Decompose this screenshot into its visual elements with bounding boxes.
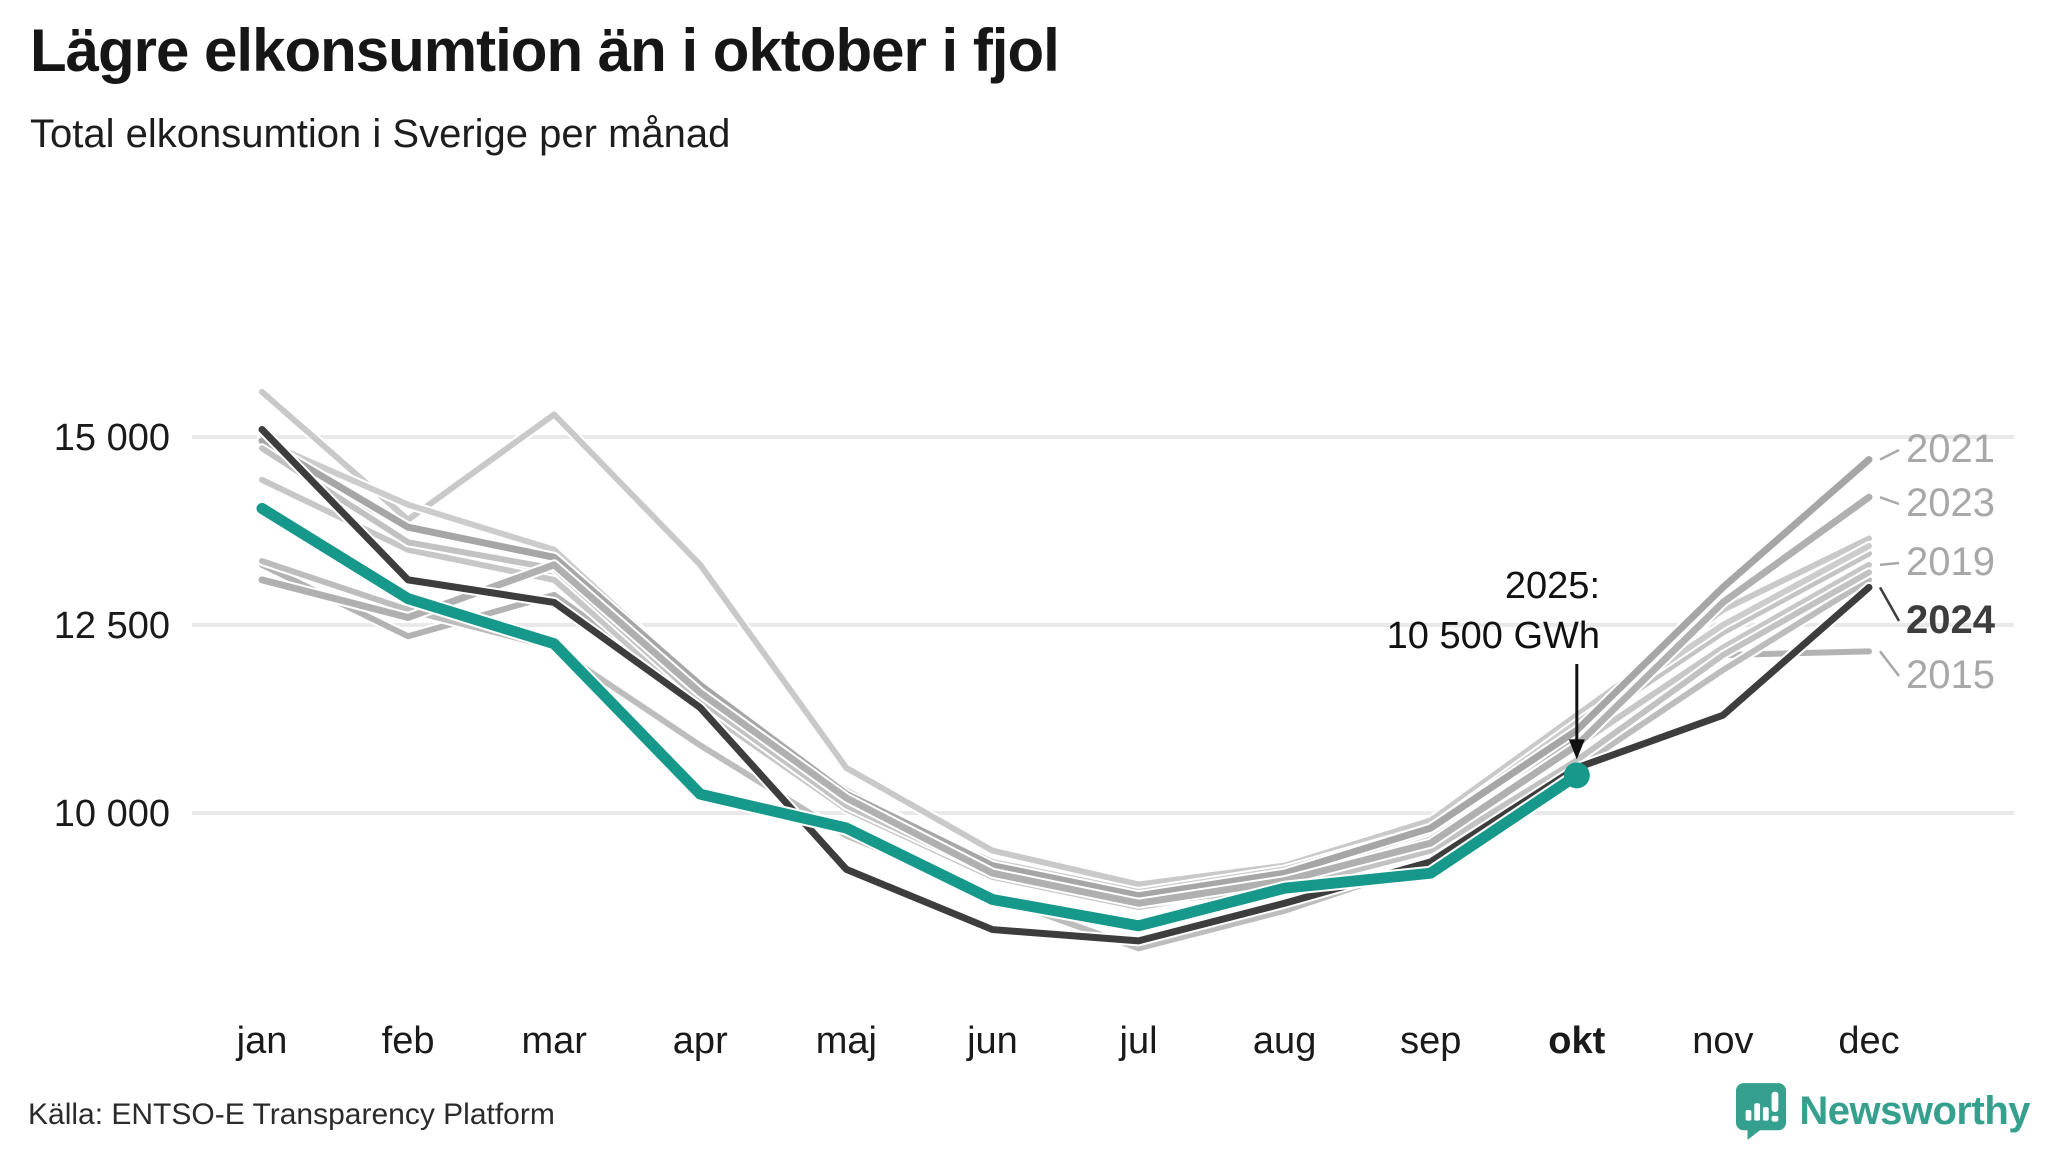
label-connector-2021 [1879,448,1900,461]
series-line-2016 [259,388,1872,888]
x-tick-nov: nov [1692,1020,1753,1062]
x-tick-dec: dec [1838,1020,1899,1062]
newsworthy-logo: Newsworthy [1735,1082,2030,1140]
chart-subtitle: Total elkonsumtion i Sverige per månad [30,112,731,156]
series-halo-2021 [256,435,1875,902]
label-connector-2023 [1879,495,1900,506]
x-tick-maj: maj [816,1020,877,1062]
source-note: Källa: ENTSO-E Transparency Platform [28,1098,555,1131]
x-tick-jan: jan [236,1020,288,1062]
endpoint-dot-2025 [1563,762,1590,789]
line-label-2024: 2024 [1906,598,1996,642]
x-tick-aug: aug [1253,1020,1316,1062]
newsworthy-icon [1736,1083,1787,1140]
y-tick-label: 15 000 [54,417,170,459]
series-line-2023 [258,493,1873,907]
series-line-2021 [258,437,1873,900]
x-tick-feb: feb [382,1020,435,1062]
newsworthy-wordmark: Newsworthy [1799,1088,2030,1133]
line-label-2015: 2015 [1906,653,1995,697]
x-tick-jun: jun [966,1020,1018,1062]
label-connector-2024 [1878,586,1901,622]
x-tick-sep: sep [1400,1020,1461,1062]
line-label-2023: 2023 [1906,481,1995,525]
series-halo-2017 [257,432,1874,901]
series-line-2024 [258,425,1873,945]
series-line-2018 [259,437,1872,895]
x-tick-okt: okt [1548,1020,1605,1062]
line-label-2021: 2021 [1906,427,1995,471]
y-tick-label: 10 000 [54,793,170,835]
line-label-2019: 2019 [1906,540,1995,584]
page-title: Lägre elkonsumtion än i oktober i fjol [30,17,1060,84]
y-tick-label: 12 500 [54,605,170,647]
label-connector-2015 [1879,650,1900,677]
x-tick-mar: mar [521,1020,587,1062]
annotation-arrow-head [1568,739,1585,760]
x-tick-jul: jul [1119,1020,1158,1062]
x-tick-apr: apr [673,1020,728,1062]
series-line-2025 [256,502,1583,932]
annotation-line1: 2025: [1505,565,1600,607]
series-halo-2018 [257,435,1874,897]
label-connector-2019 [1879,561,1900,567]
annotation-line2: 10 500 GWh [1387,615,1600,657]
series-line-2017 [259,434,1872,899]
